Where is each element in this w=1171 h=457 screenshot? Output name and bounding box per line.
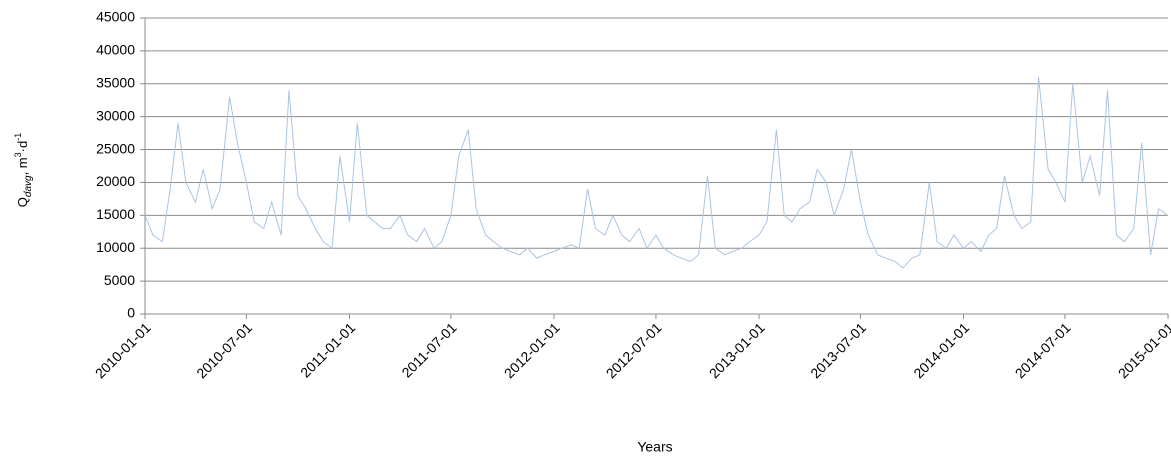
x-tick-label: 2010-07-01 [193,319,255,381]
y-tick-label: 40000 [96,42,135,58]
x-tick-label: 2013-07-01 [807,319,869,381]
x-tick-label: 2014-07-01 [1012,319,1074,381]
x-tick-label: 2010-01-01 [92,319,154,381]
y-tick-label: 10000 [96,239,135,255]
x-tick-label: 2012-01-01 [501,319,563,381]
y-label-unit: , m [15,157,30,175]
y-tick-label: 20000 [96,173,135,189]
y-tick-label: 0 [127,305,135,321]
y-label-unit2-sup: -1 [13,133,23,141]
y-tick-label: 25000 [96,140,135,156]
x-tick-label: 2012-07-01 [603,319,665,381]
y-axis-label: Qdavg, m3·d-1 [13,133,33,207]
x-tick-label: 2014-01-01 [910,319,972,381]
y-label-subscript: davg [23,175,34,197]
x-tick-label: 2011-01-01 [297,319,358,380]
y-label-unit2: ·d [15,141,30,153]
data-line [144,77,1169,269]
y-tick-label: 35000 [96,74,135,90]
x-tick-label: 2011-07-01 [398,319,459,380]
y-label-unit-sup: 3 [13,152,23,157]
x-tick-label: 2015-01-01 [1115,319,1171,381]
y-tick-label: 15000 [96,206,135,222]
x-tick-label: 2013-01-01 [706,319,768,381]
y-tick-label: 30000 [96,107,135,123]
y-tick-label: 5000 [104,272,135,288]
x-axis-label: Years [637,439,672,455]
y-label-symbol: Q [15,197,30,207]
y-tick-label: 45000 [96,9,135,25]
